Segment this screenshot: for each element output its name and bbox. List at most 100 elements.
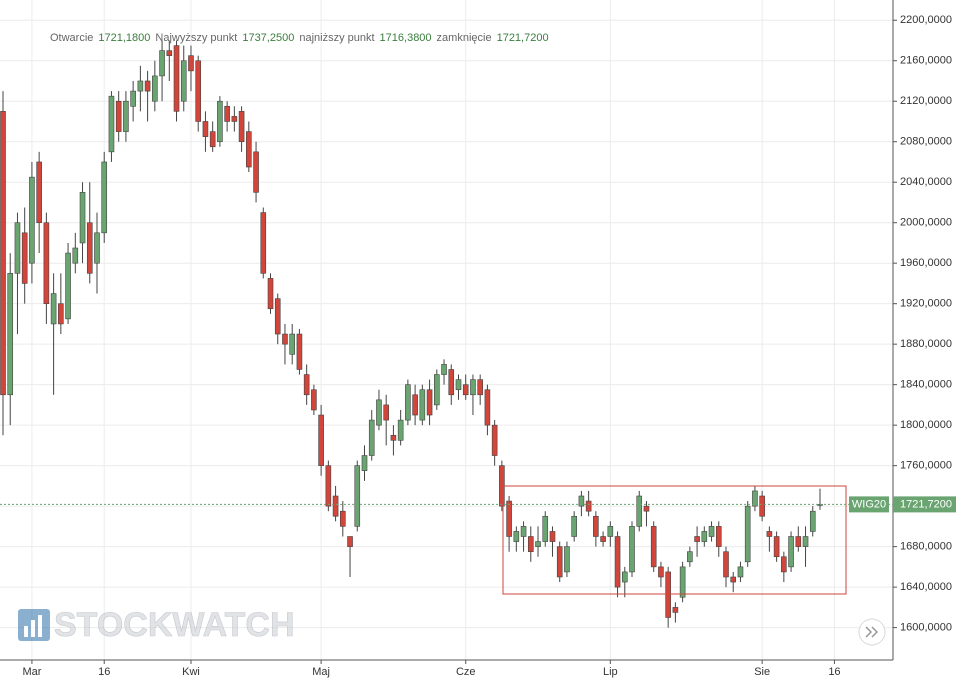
y-tick-label: 2200,0000: [900, 14, 952, 26]
candle-body: [759, 495, 765, 517]
candle-body: [58, 303, 64, 325]
candle-body: [166, 50, 173, 56]
candle-body: [152, 75, 158, 102]
grid: [0, 0, 893, 660]
x-tick-label: 16: [98, 666, 110, 678]
candle-body: [578, 495, 585, 507]
candle-body: [535, 541, 541, 547]
candle-body: [752, 490, 758, 507]
candle-body: [65, 252, 71, 320]
y-tick-label: 1920,0000: [900, 298, 952, 310]
candle-body: [723, 551, 729, 578]
candle-body: [737, 566, 744, 578]
candle-body: [477, 379, 483, 396]
candle-body: [470, 379, 476, 396]
y-tick-label: 1800,0000: [900, 419, 952, 431]
candle-body: [426, 389, 433, 416]
candle-body: [593, 515, 599, 537]
candle-body: [72, 247, 79, 264]
watermark: STOCKWATCH: [54, 606, 295, 644]
candle-body: [253, 151, 259, 193]
candle-body: [354, 465, 361, 527]
candle-body: [730, 576, 737, 583]
info-label: Otwarcie: [50, 32, 93, 44]
candle-body: [571, 515, 577, 537]
candle-body: [650, 526, 657, 568]
candle-body: [390, 434, 397, 441]
logo-bar: [38, 615, 42, 637]
candle-body: [7, 273, 14, 396]
candle-body: [600, 536, 606, 542]
candle-body: [672, 607, 679, 613]
candle-body: [658, 566, 664, 578]
y-tick-label: 2000,0000: [900, 217, 952, 229]
candle-body: [21, 232, 28, 284]
x-tick-label: Sie: [754, 666, 770, 678]
candle-body: [766, 531, 773, 537]
y-tick-label: 1880,0000: [900, 338, 952, 350]
candle-body: [549, 531, 556, 542]
candle-body: [318, 414, 324, 466]
y-tick-label: 1840,0000: [900, 379, 952, 391]
x-tick-label: Kwi: [182, 666, 200, 678]
candle-body: [665, 571, 671, 618]
info-value: 1721,7200: [497, 32, 549, 44]
candle-body: [14, 222, 21, 274]
candle-body: [520, 526, 527, 537]
info-value: 1737,2500: [242, 32, 294, 44]
candle-body: [231, 116, 238, 122]
x-tick-label: Maj: [312, 666, 330, 678]
candle-body: [188, 55, 194, 72]
candle-body: [195, 60, 202, 122]
candle-body: [621, 571, 628, 583]
x-tick-label: Lip: [603, 666, 618, 678]
candle-body: [376, 399, 382, 426]
candle-body: [347, 536, 353, 547]
candle-body: [108, 95, 115, 153]
candle-body: [744, 505, 751, 563]
candle-body: [296, 333, 303, 370]
x-tick-label: Cze: [456, 666, 476, 678]
y-tick-label: 1960,0000: [900, 257, 952, 269]
x-tick-label: Mar: [22, 666, 41, 678]
candle-body: [289, 333, 296, 355]
info-label: najniższy punkt: [299, 32, 374, 44]
candle-body: [383, 404, 389, 421]
scroll-button[interactable]: [858, 618, 886, 646]
candle-body: [564, 546, 570, 573]
candle-body: [781, 556, 787, 573]
candle-body: [484, 389, 491, 426]
candle-body: [340, 510, 346, 527]
candle-body: [462, 384, 469, 396]
candle-body: [123, 100, 129, 132]
candle-body: [94, 232, 100, 264]
info-label: zamknięcie: [437, 32, 492, 44]
candles: [0, 40, 823, 628]
candle-body: [217, 100, 223, 143]
candle-body: [303, 374, 310, 396]
logo-bar: [31, 620, 35, 637]
candle-body: [144, 80, 151, 92]
scroll-icon[interactable]: [865, 626, 879, 638]
y-tick-label: 1640,0000: [900, 581, 952, 593]
candle-body: [629, 526, 635, 573]
candle-body: [202, 121, 209, 137]
candle-body: [788, 536, 794, 568]
info-value: 1721,1800: [98, 32, 150, 44]
candle-body: [405, 384, 411, 421]
candle-body: [361, 455, 368, 472]
candle-body: [79, 192, 86, 244]
candle-body: [397, 419, 404, 441]
price-name-box: [849, 496, 889, 513]
candle-body: [173, 45, 180, 112]
candle-body: [513, 531, 520, 542]
candle-body: [130, 90, 136, 107]
candle-body: [585, 500, 592, 512]
candle-body: [433, 374, 440, 406]
y-tick-label: 2120,0000: [900, 95, 952, 107]
candle-body: [224, 105, 230, 122]
candle-body: [614, 536, 621, 588]
candle-body: [679, 566, 686, 598]
candle-body: [246, 131, 252, 168]
